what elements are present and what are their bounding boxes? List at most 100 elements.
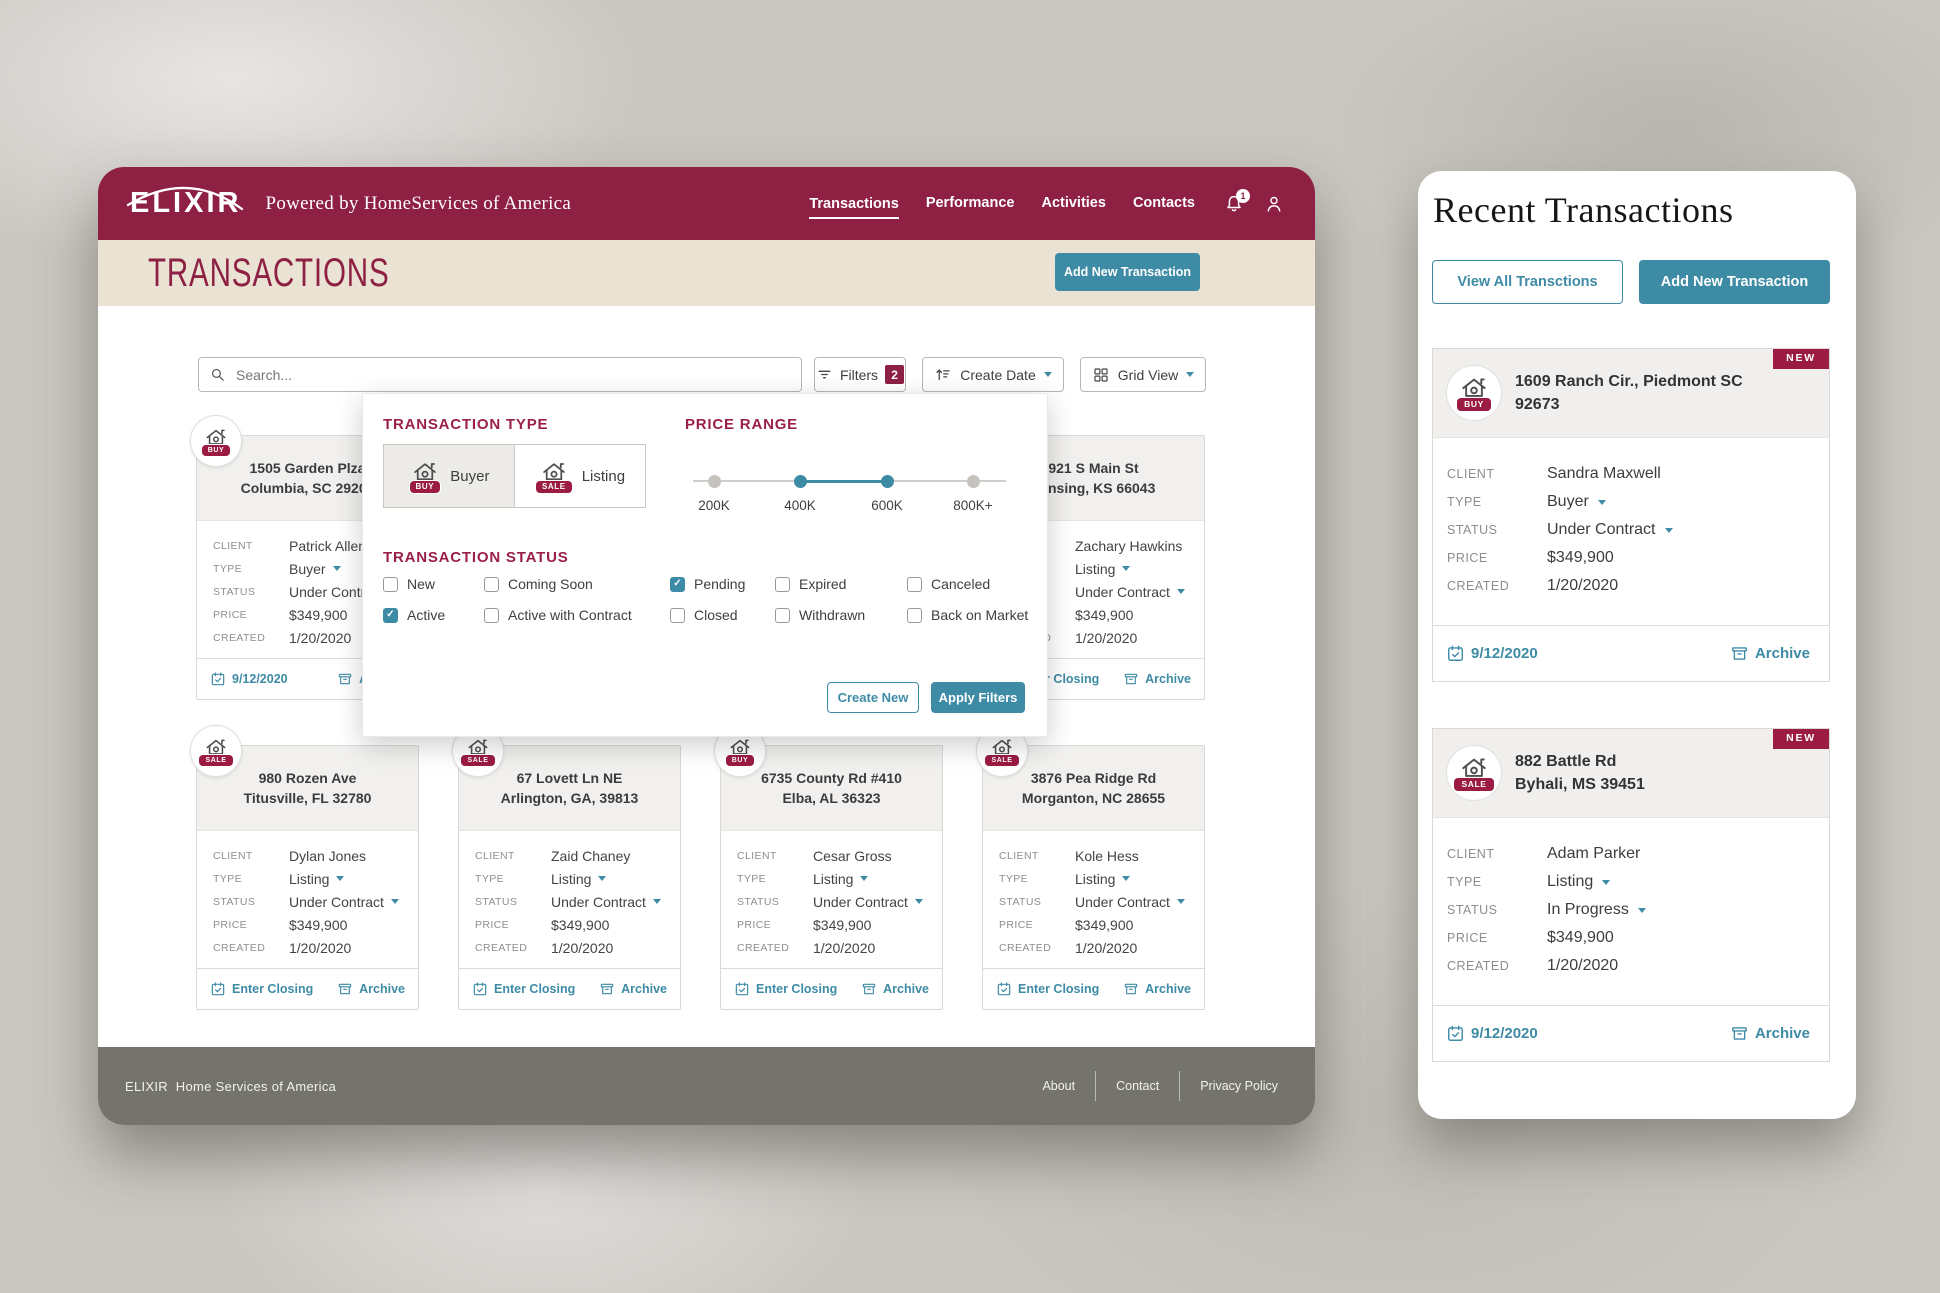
tick-label-400k: 400K (784, 498, 816, 513)
property-type-badge: SALE (190, 725, 242, 777)
type-label: TYPE (475, 872, 505, 885)
address-line2: Lansing, KS 66043 (1031, 480, 1156, 496)
checkbox[interactable] (383, 607, 398, 623)
nav-item-contacts[interactable]: Contacts (1132, 194, 1195, 211)
view-all-transactions-button[interactable]: View All Transctions (1432, 260, 1623, 304)
grid-view-button[interactable]: Grid View (1080, 357, 1206, 392)
enter-closing-link[interactable]: Enter Closing (996, 981, 1099, 997)
search-input[interactable] (234, 365, 791, 384)
property-type-badge: BUY (1446, 365, 1502, 421)
status-dropdown[interactable]: Under Contract (1547, 521, 1673, 539)
price-label: PRICE (1447, 551, 1488, 565)
status-dropdown[interactable]: Under Contract (551, 894, 661, 910)
chevron-down-icon (1637, 907, 1646, 913)
archive-link[interactable]: Archive (861, 981, 929, 997)
type-option-listing[interactable]: SALE Listing (514, 445, 645, 507)
created-label: CREATED (737, 941, 790, 954)
status-label: STATUS (213, 585, 256, 598)
client-label: CLIENT (213, 849, 253, 862)
apply-filters-button[interactable]: Apply Filters (931, 682, 1025, 713)
slider-handle-400k[interactable] (793, 474, 807, 488)
status-checkbox-canceled[interactable]: Canceled (907, 576, 1028, 592)
status-dropdown[interactable]: In Progress (1547, 901, 1646, 919)
slider-stop-200k[interactable] (707, 474, 721, 488)
nav-item-activities[interactable]: Activities (1041, 194, 1106, 211)
status-checkbox-new[interactable]: New (383, 576, 484, 592)
status-dropdown[interactable]: Under Contract (1075, 584, 1185, 600)
client-value: Sandra Maxwell (1547, 465, 1661, 482)
footer-link-contact[interactable]: Contact (1116, 1079, 1160, 1093)
slider-handle-600k[interactable] (880, 474, 894, 488)
search-box[interactable] (198, 357, 802, 392)
enter-closing-link[interactable]: Enter Closing (472, 981, 575, 997)
checkbox[interactable] (670, 607, 685, 623)
enter-closing-link[interactable]: Enter Closing (210, 981, 313, 997)
status-checkbox-withdrawn[interactable]: Withdrawn (775, 607, 907, 623)
footer-link-privacy-policy[interactable]: Privacy Policy (1200, 1079, 1278, 1093)
archive-link[interactable]: Archive (1730, 1024, 1810, 1043)
checkbox[interactable] (775, 576, 790, 592)
tick-label-600k: 600K (871, 498, 903, 513)
status-checkbox-active[interactable]: Active (383, 607, 484, 623)
checkbox[interactable] (907, 576, 922, 592)
closing-date-link[interactable]: 9/12/2020 (210, 671, 288, 687)
type-dropdown[interactable]: Listing (813, 871, 869, 887)
type-dropdown[interactable]: Listing (289, 871, 345, 887)
type-dropdown[interactable]: Buyer (289, 561, 341, 577)
address-line2: Morganton, NC 28655 (1021, 790, 1166, 806)
type-dropdown[interactable]: Listing (1075, 561, 1131, 577)
new-badge: NEW (1773, 729, 1829, 749)
status-checkbox-closed[interactable]: Closed (670, 607, 775, 623)
closing-date-link[interactable]: 9/12/2020 (1446, 644, 1538, 663)
filters-button[interactable]: Filters 2 (814, 357, 906, 392)
status-checkbox-back-on-market[interactable]: Back on Market (907, 607, 1028, 623)
status-checkbox-coming-soon[interactable]: Coming Soon (484, 576, 670, 592)
type-option-buyer[interactable]: BUY Buyer (384, 445, 514, 507)
enter-closing-link[interactable]: Enter Closing (734, 981, 837, 997)
checkbox[interactable] (907, 607, 922, 623)
closing-date-link[interactable]: 9/12/2020 (1446, 1024, 1538, 1043)
checkbox[interactable] (484, 607, 499, 623)
checkbox[interactable] (775, 607, 790, 623)
notifications-button[interactable]: 1 (1223, 188, 1250, 215)
status-checkbox-pending[interactable]: Pending (670, 576, 775, 592)
archive-link[interactable]: Archive (1123, 671, 1191, 687)
sort-by-create-date-button[interactable]: Create Date (922, 357, 1064, 392)
user-profile-icon[interactable] (1263, 193, 1285, 215)
listing-house-icon: SALE (534, 459, 573, 494)
archive-link[interactable]: Archive (1730, 644, 1810, 663)
checkbox[interactable] (670, 576, 685, 592)
nav-item-transactions[interactable]: Transactions (809, 196, 899, 219)
type-dropdown[interactable]: Buyer (1547, 493, 1606, 511)
checkbox[interactable] (484, 576, 499, 592)
checkbox[interactable] (383, 576, 398, 592)
archive-link[interactable]: Archive (599, 981, 667, 997)
archive-link[interactable]: Archive (337, 981, 405, 997)
add-new-transaction-button[interactable]: Add New Transaction (1639, 260, 1830, 304)
calendar-check-icon (734, 981, 750, 997)
chevron-down-icon (1597, 499, 1606, 505)
status-dropdown[interactable]: Under Contract (1075, 894, 1185, 910)
price-range-slider[interactable]: 200K 400K 600K 800K+ (693, 466, 1013, 518)
archive-link[interactable]: Archive (1123, 981, 1191, 997)
type-dropdown[interactable]: Listing (1547, 873, 1611, 891)
type-dropdown[interactable]: Listing (1075, 871, 1131, 887)
status-label: STATUS (1447, 523, 1498, 537)
footer-link-about[interactable]: About (1042, 1079, 1076, 1093)
address-line1: 3876 Pea Ridge Rd (1030, 770, 1157, 786)
status-dropdown[interactable]: Under Contract (813, 894, 923, 910)
add-new-transaction-button[interactable]: Add New Transaction (1055, 253, 1200, 291)
status-dropdown[interactable]: Under Contract (289, 894, 399, 910)
type-dropdown[interactable]: Listing (551, 871, 607, 887)
chevron-down-icon (652, 899, 661, 904)
price-value: $349,900 (289, 606, 348, 623)
status-checkbox-active-with-contract[interactable]: Active with Contract (484, 607, 670, 623)
create-new-button[interactable]: Create New (827, 682, 919, 713)
status-checkbox-expired[interactable]: Expired (775, 576, 907, 592)
address-line2: Columbia, SC 29201 (240, 480, 375, 496)
price-value: $349,900 (1547, 549, 1614, 566)
nav-item-performance[interactable]: Performance (925, 194, 1015, 211)
slider-stop-800k[interactable] (966, 474, 980, 488)
status-label: STATUS (999, 895, 1042, 908)
property-type-badge: SALE (1446, 745, 1502, 801)
